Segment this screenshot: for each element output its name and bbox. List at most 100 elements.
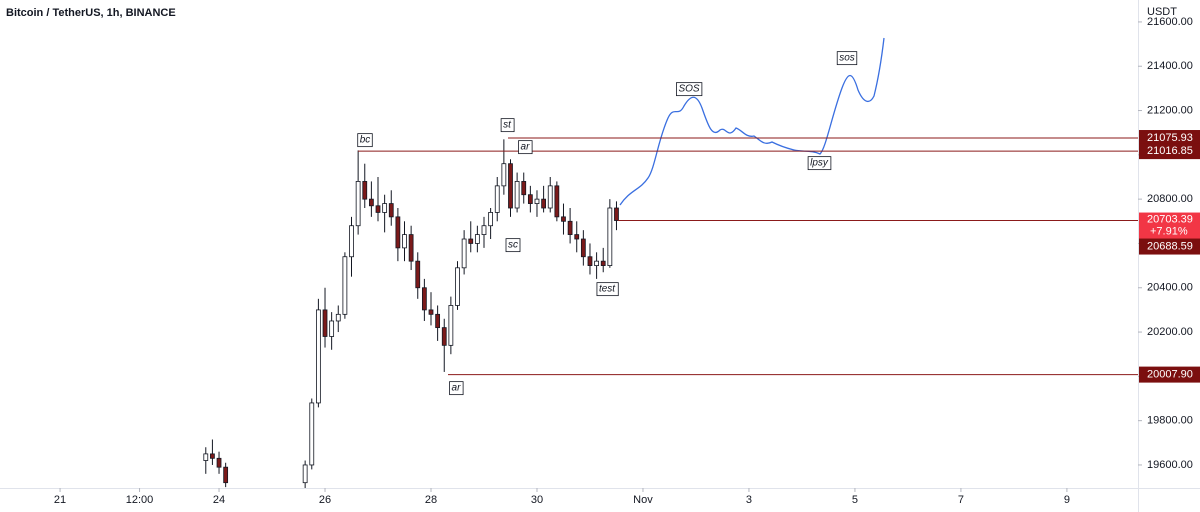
level-label: 21016.85 bbox=[1147, 145, 1193, 157]
plot-area bbox=[203, 37, 1138, 488]
x-tick-label: 9 bbox=[1064, 494, 1070, 506]
candle-body bbox=[415, 260, 421, 289]
candle-body bbox=[355, 181, 361, 227]
annotation-box bbox=[676, 82, 703, 97]
annotation-box bbox=[357, 133, 373, 148]
level-label-box bbox=[1139, 143, 1200, 160]
candle-body bbox=[395, 216, 401, 249]
x-tick-label: 24 bbox=[213, 494, 225, 506]
candle-body bbox=[382, 203, 388, 213]
candle-body bbox=[594, 260, 599, 266]
candle-body bbox=[574, 234, 580, 240]
candle-body bbox=[508, 163, 513, 209]
x-tick-label: 12:00 bbox=[126, 494, 154, 506]
candle-body bbox=[223, 466, 229, 484]
annotation-box bbox=[518, 140, 533, 155]
candle-body bbox=[203, 453, 209, 461]
candle-body bbox=[607, 207, 613, 266]
candle-body bbox=[322, 309, 328, 337]
x-tick-label: 3 bbox=[746, 494, 752, 506]
y-tick-label: 19800.00 bbox=[1147, 415, 1193, 427]
x-tick-label: 30 bbox=[531, 494, 543, 506]
last-price-box bbox=[1139, 212, 1200, 240]
annotation: bc bbox=[360, 135, 371, 146]
candle-body bbox=[408, 234, 414, 262]
annotation: ar bbox=[452, 383, 462, 394]
candle-body bbox=[388, 203, 394, 218]
candle-body bbox=[534, 198, 540, 204]
annotation: sc bbox=[508, 240, 518, 251]
annotation-box bbox=[449, 381, 464, 396]
candle-body bbox=[349, 225, 354, 258]
y-tick-label: 21600.00 bbox=[1147, 16, 1193, 28]
candle-body bbox=[421, 287, 427, 311]
candle-body bbox=[494, 185, 500, 213]
y-tick-label: 20800.00 bbox=[1147, 193, 1193, 205]
candle-body bbox=[488, 212, 494, 227]
y-tick-label: 21400.00 bbox=[1147, 60, 1193, 72]
candle-body bbox=[368, 198, 374, 207]
annotation-box bbox=[500, 118, 515, 133]
candle-body bbox=[448, 305, 454, 346]
level-label-box bbox=[1139, 366, 1200, 383]
annotation: st bbox=[503, 120, 512, 131]
x-tick-label: Nov bbox=[633, 494, 653, 506]
y-tick-label: 19600.00 bbox=[1147, 459, 1193, 471]
candle-body bbox=[455, 267, 460, 306]
annotation: lpsy bbox=[810, 158, 829, 169]
prev-price-box bbox=[1139, 238, 1200, 255]
chart-title: Bitcoin / TetherUS, 1h, BINANCE bbox=[6, 7, 176, 19]
x-tick-label: 28 bbox=[425, 494, 437, 506]
candle-body bbox=[329, 320, 335, 337]
candle-body bbox=[561, 216, 566, 222]
candle-body bbox=[461, 238, 467, 269]
candle-body bbox=[428, 309, 434, 315]
annotation-box bbox=[807, 156, 832, 171]
prev-price-label: 20688.59 bbox=[1147, 240, 1193, 252]
x-tick-label: 7 bbox=[958, 494, 964, 506]
candle-body bbox=[309, 402, 315, 466]
candle-body bbox=[541, 198, 546, 209]
candle-body bbox=[375, 205, 381, 213]
candle-body bbox=[580, 238, 586, 258]
annotation-box bbox=[505, 238, 521, 253]
candle-body bbox=[554, 185, 560, 218]
candle-body bbox=[402, 234, 407, 249]
candle-body bbox=[362, 181, 368, 200]
y-tick-label: 20200.00 bbox=[1147, 326, 1193, 338]
candle-body bbox=[521, 181, 527, 196]
candle-body bbox=[435, 313, 441, 329]
candle-body bbox=[316, 309, 321, 404]
projection-path bbox=[619, 37, 885, 206]
annotation-box bbox=[596, 282, 619, 297]
last-price-label: 20703.39 bbox=[1147, 213, 1193, 225]
annotation: sos bbox=[839, 53, 855, 64]
x-tick-label: 5 bbox=[852, 494, 858, 506]
candle-body bbox=[614, 207, 619, 221]
candle-body bbox=[335, 313, 341, 322]
candle-body bbox=[587, 256, 593, 266]
annotation: ar bbox=[521, 142, 531, 153]
x-tick-label: 21 bbox=[54, 494, 66, 506]
candle-body bbox=[514, 181, 520, 209]
candle-body bbox=[567, 220, 573, 235]
candle-body bbox=[302, 464, 308, 484]
level-label: 20007.90 bbox=[1147, 369, 1193, 381]
candle-body bbox=[527, 194, 533, 204]
annotation-box bbox=[836, 51, 858, 66]
change-label: +7.91% bbox=[1150, 225, 1188, 237]
level-label: 21075.93 bbox=[1147, 132, 1193, 144]
candle-body bbox=[342, 256, 348, 315]
candle-body bbox=[481, 225, 487, 235]
y-tick-label: 20400.00 bbox=[1147, 282, 1193, 294]
level-label-box bbox=[1139, 130, 1200, 147]
x-tick-label: 26 bbox=[319, 494, 331, 506]
candle-body bbox=[468, 238, 474, 244]
candle-body bbox=[501, 163, 507, 187]
candle-body bbox=[474, 234, 480, 244]
candle-body bbox=[547, 185, 553, 209]
candle-body bbox=[600, 260, 606, 266]
annotation: test bbox=[599, 284, 616, 295]
